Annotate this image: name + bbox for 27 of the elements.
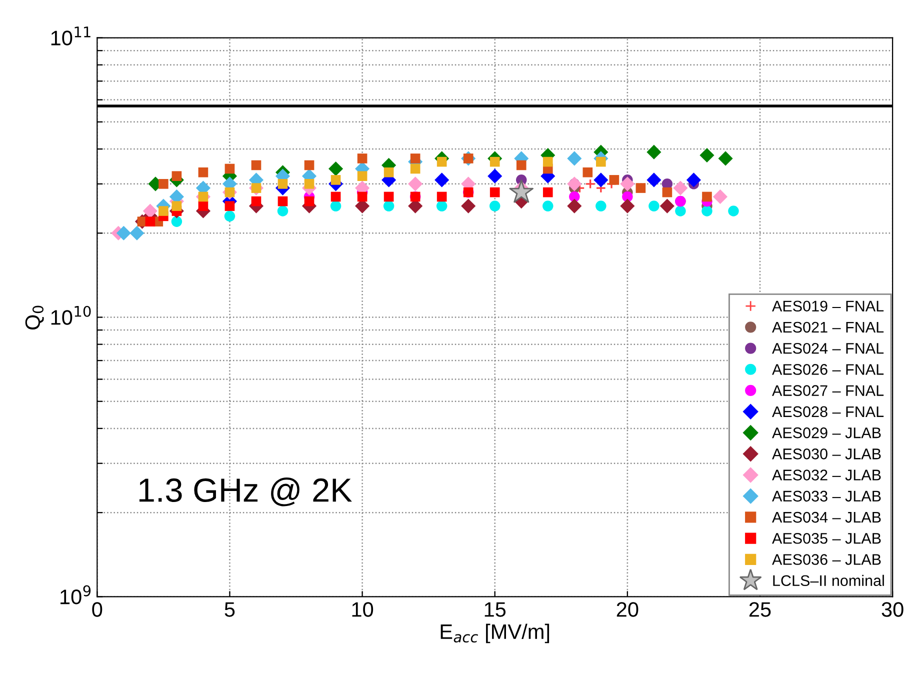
- y-tick-label: 10$^{10}$: [51, 306, 91, 325]
- legend-label: AES024 – FNAL: [772, 342, 884, 354]
- x-tick-label: 15: [484, 602, 506, 617]
- legend-label: AES019 – FNAL: [772, 300, 884, 312]
- x-tick-label: 0: [92, 602, 102, 617]
- legend-label: AES026 – FNAL: [772, 364, 884, 375]
- annotation: 1.3 GHz @ 2K: [139, 478, 352, 506]
- x-axis-title: E$_{acc}$ [MV/m]: [440, 624, 550, 644]
- legend-label: AES028 – FNAL: [772, 406, 884, 418]
- legend-label: AES030 – JLAB: [772, 448, 881, 460]
- y-tick-label: 10$^{11}$: [51, 26, 90, 46]
- legend-label: AES027 – FNAL: [772, 385, 884, 396]
- x-tick-label: 5: [224, 602, 235, 617]
- legend-label: LCLS–II nominal: [773, 574, 884, 586]
- legend-label: AES035 – JLAB: [772, 532, 881, 544]
- y-axis-title: Q$_{0}$: [25, 306, 44, 330]
- legend-label: AES029 – JLAB: [772, 427, 881, 438]
- legend-label: AES032 – JLAB: [772, 470, 881, 480]
- y-tick-label: 10$^{9}$: [60, 585, 91, 604]
- legend-label: AES034 – JLAB: [772, 512, 881, 523]
- legend-label: AES036 – JLAB: [772, 554, 881, 565]
- legend-label: AES021 – FNAL: [772, 322, 884, 333]
- x-tick-label: 25: [749, 602, 771, 617]
- x-tick-label: 10: [352, 602, 374, 617]
- x-tick-label: 20: [616, 602, 638, 617]
- legend-label: AES033 – JLAB: [772, 490, 881, 502]
- x-tick-label: 30: [882, 602, 904, 617]
